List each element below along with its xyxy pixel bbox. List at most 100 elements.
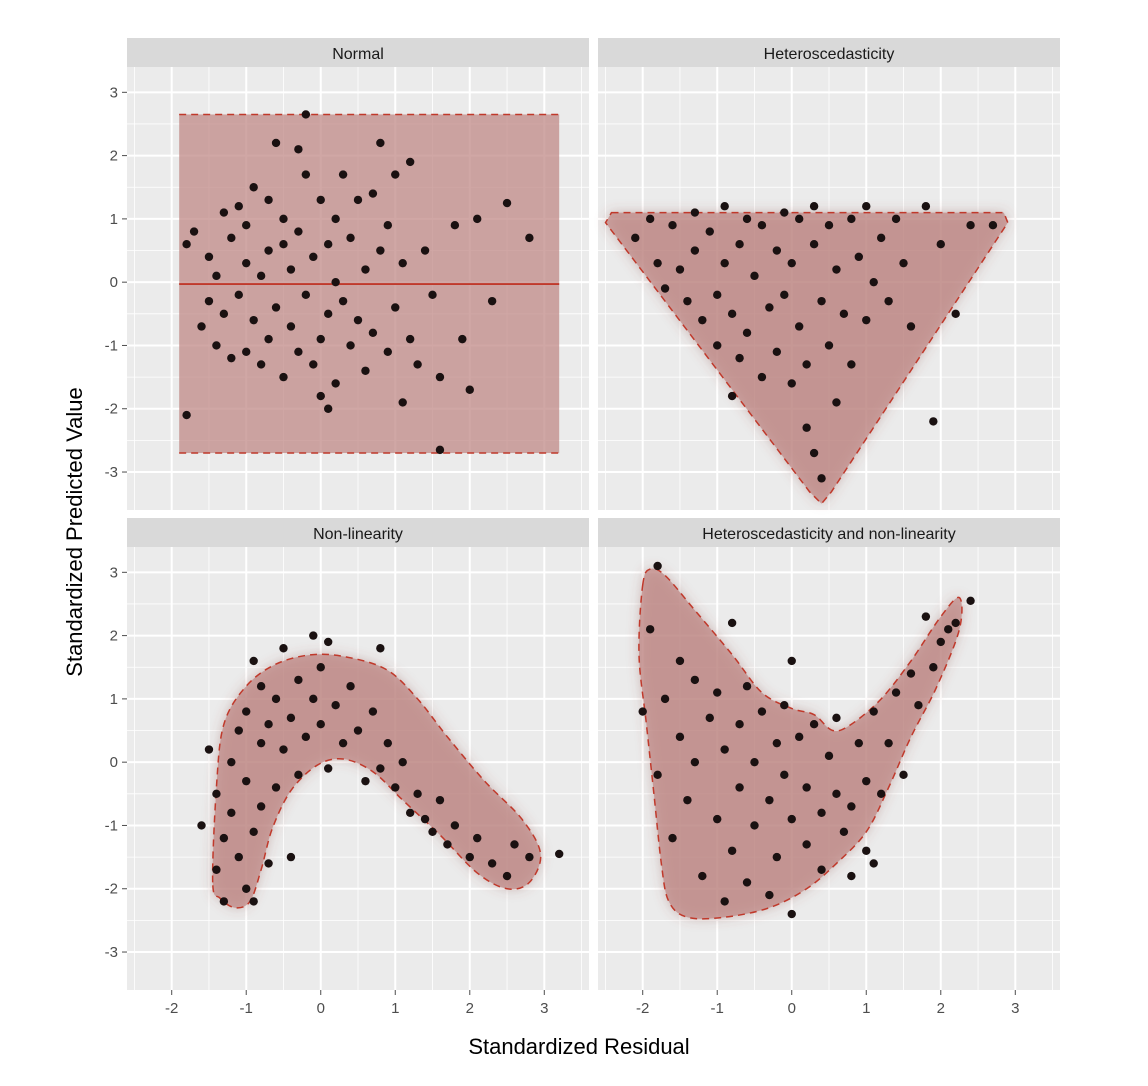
data-point <box>502 871 512 881</box>
data-point <box>197 821 206 830</box>
data-point <box>794 322 804 331</box>
data-point <box>286 852 296 862</box>
data-point <box>398 757 407 767</box>
data-point <box>787 656 796 666</box>
data-point <box>757 372 767 382</box>
data-point <box>249 183 258 192</box>
data-point <box>854 252 864 262</box>
data-point <box>331 379 340 388</box>
data-point <box>862 315 871 325</box>
data-point <box>765 303 774 312</box>
data-point <box>772 246 782 255</box>
x-tick-label: -1 <box>240 1000 253 1017</box>
data-point <box>936 637 945 647</box>
data-point <box>353 195 363 205</box>
data-point <box>487 296 497 306</box>
data-point <box>219 208 229 217</box>
data-point <box>653 770 662 780</box>
data-point <box>899 258 908 268</box>
data-point <box>197 322 206 331</box>
data-point <box>249 315 258 325</box>
y-tick-label: 3 <box>110 564 118 581</box>
data-point <box>817 865 826 874</box>
data-point <box>383 347 393 356</box>
data-point <box>279 745 288 754</box>
data-point <box>690 208 700 217</box>
data-point <box>271 694 281 704</box>
data-point <box>906 669 916 678</box>
data-point <box>847 802 856 811</box>
data-point <box>645 214 655 224</box>
data-point <box>227 233 236 243</box>
y-tick-label: 0 <box>110 754 118 771</box>
data-point <box>944 625 953 634</box>
data-point <box>966 221 975 230</box>
data-point <box>906 322 916 331</box>
x-tick-label: 0 <box>788 1000 796 1017</box>
data-point <box>316 663 325 672</box>
data-point <box>242 221 251 230</box>
data-point <box>383 738 393 748</box>
data-point <box>435 372 445 382</box>
facet-title: Heteroscedasticity and non-linearity <box>702 526 955 543</box>
data-point <box>256 682 266 691</box>
data-points <box>638 561 975 919</box>
data-point <box>735 240 744 249</box>
data-point <box>698 871 707 881</box>
x-tick-label: 2 <box>466 1000 474 1017</box>
data-point <box>331 214 340 224</box>
data-point <box>869 707 878 716</box>
data-point <box>420 814 430 824</box>
data-point <box>698 315 707 325</box>
data-point <box>817 296 826 306</box>
data-point <box>936 240 945 249</box>
data-point <box>876 789 886 799</box>
data-point <box>891 214 901 224</box>
facet-panel: Heteroscedasticity <box>598 38 1060 510</box>
data-point <box>450 221 460 230</box>
data-point <box>368 328 378 337</box>
data-point <box>914 701 923 710</box>
data-point <box>735 720 744 729</box>
data-point <box>929 417 938 426</box>
data-point <box>675 732 685 742</box>
data-point <box>294 675 303 685</box>
data-point <box>353 315 363 325</box>
data-point <box>809 202 819 211</box>
data-point <box>720 745 729 754</box>
data-point <box>727 846 737 855</box>
data-point <box>727 309 737 319</box>
facet-title: Non-linearity <box>313 526 403 543</box>
data-point <box>234 290 243 300</box>
data-point <box>765 890 774 900</box>
data-point <box>631 233 640 243</box>
y-tick-label: 2 <box>110 148 118 165</box>
data-point <box>832 713 841 723</box>
data-point <box>212 865 221 874</box>
facet-strip <box>127 518 589 547</box>
data-point <box>847 871 856 881</box>
data-point <box>735 783 744 792</box>
data-point <box>204 252 214 262</box>
data-point <box>182 240 191 249</box>
data-point <box>435 445 445 455</box>
data-point <box>242 884 251 893</box>
data-point <box>234 726 243 735</box>
data-point <box>204 296 214 306</box>
data-point <box>668 833 677 843</box>
data-point <box>824 751 834 761</box>
data-point <box>742 682 752 691</box>
data-point <box>301 170 311 179</box>
data-point <box>765 795 774 805</box>
data-point <box>391 783 400 792</box>
data-point <box>405 334 415 344</box>
data-point <box>742 878 752 887</box>
data-point <box>876 233 886 243</box>
data-point <box>301 110 311 119</box>
data-point <box>638 707 647 716</box>
data-point <box>242 776 251 786</box>
data-point <box>279 372 288 382</box>
data-point <box>391 303 400 312</box>
data-point <box>234 852 243 862</box>
y-tick-label: -1 <box>105 817 118 834</box>
